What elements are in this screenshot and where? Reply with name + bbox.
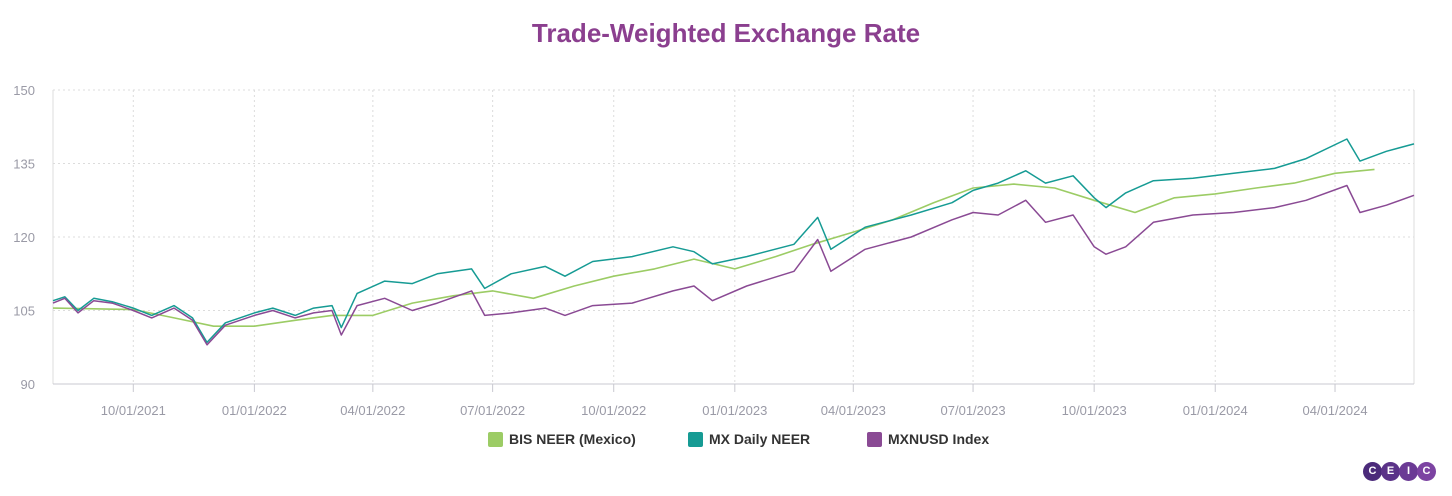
legend-swatch-mxnusd-index — [867, 431, 882, 447]
x-tick-label: 01/01/2023 — [702, 403, 767, 418]
x-tick-label: 10/01/2021 — [101, 403, 166, 418]
chart-title: Trade-Weighted Exchange Rate — [531, 18, 921, 48]
logo-letter: E — [1381, 462, 1400, 481]
legend-label-mx-daily-neer: MX Daily NEER — [709, 431, 811, 447]
series-line-mxnusd-index[interactable] — [52, 184, 1415, 346]
y-tick-label: 150 — [13, 83, 35, 98]
x-tick-label: 07/01/2022 — [460, 403, 525, 418]
legend-label-mxnusd-index: MXNUSD Index — [888, 431, 990, 447]
y-tick-label: 105 — [13, 304, 35, 319]
x-tick-label: 07/01/2023 — [941, 403, 1006, 418]
ceic-logo: C E I C — [1363, 462, 1436, 481]
logo-letter: C — [1363, 462, 1382, 481]
x-tick-label: 04/01/2022 — [340, 403, 405, 418]
y-tick-label: 90 — [21, 377, 35, 392]
logo-letter: I — [1399, 462, 1418, 481]
legend-item-mx-daily-neer[interactable]: MX Daily NEER — [688, 431, 810, 447]
x-tick-label: 01/01/2022 — [222, 403, 287, 418]
x-tick-label: 04/01/2024 — [1302, 403, 1367, 418]
axes: 150 135 120 105 90 10/01/2021 01/01/2022 04/01/… — [13, 83, 1415, 418]
x-tick-label: 04/01/2023 — [821, 403, 886, 418]
legend-swatch-bis-neer — [488, 431, 503, 447]
legend-item-mxnusd-index[interactable]: MXNUSD Index — [867, 431, 989, 447]
x-tick-label: 10/01/2022 — [581, 403, 646, 418]
grid-lines — [53, 89, 1414, 384]
x-tick-label: 10/01/2023 — [1062, 403, 1127, 418]
y-tick-label: 135 — [13, 157, 35, 172]
series-lines — [52, 138, 1415, 346]
x-tick-label: 01/01/2024 — [1183, 403, 1248, 418]
legend: BIS NEER (Mexico) MX Daily NEER MXNUSD I… — [0, 431, 1452, 451]
legend-item-bis-neer[interactable]: BIS NEER (Mexico) — [488, 431, 636, 447]
series-line-mx-daily-neer[interactable] — [52, 138, 1415, 344]
y-tick-label: 120 — [13, 230, 35, 245]
logo-letter: C — [1417, 462, 1436, 481]
legend-swatch-mx-daily-neer — [688, 431, 703, 447]
series-line-bis-neer-mexico[interactable] — [52, 168, 1375, 328]
legend-label-bis-neer: BIS NEER (Mexico) — [509, 431, 636, 447]
